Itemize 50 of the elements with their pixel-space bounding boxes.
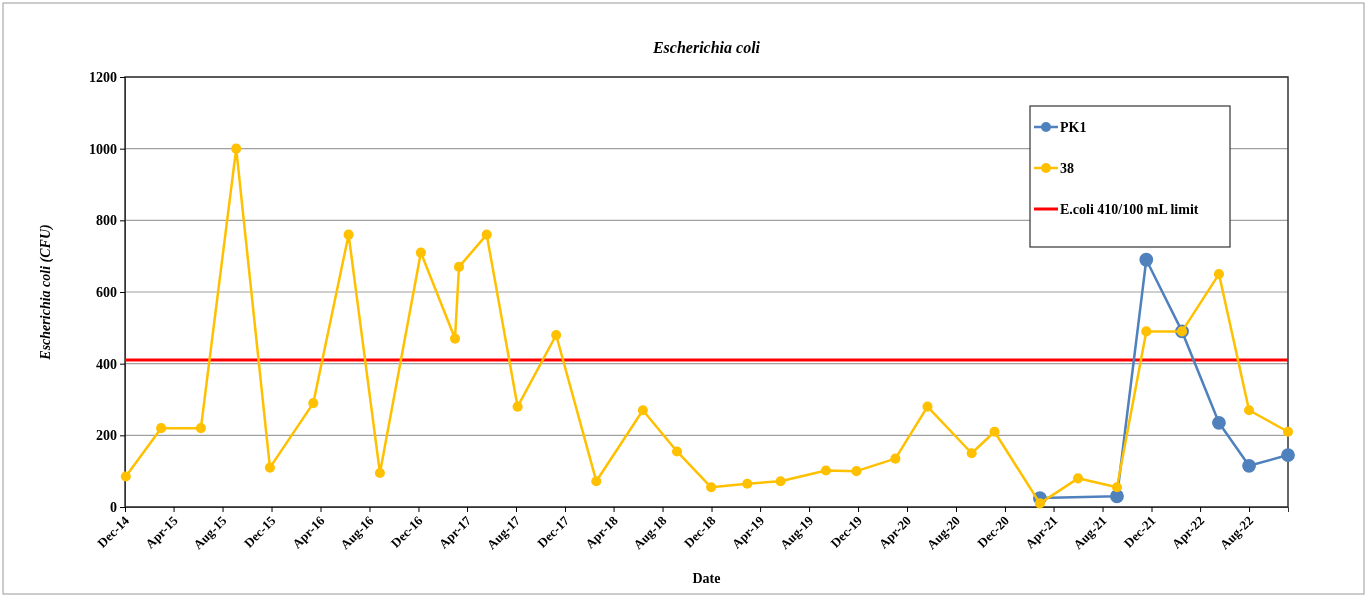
point — [481, 229, 492, 240]
legend-label: 38 — [1060, 161, 1074, 176]
y-tick-label: 200 — [96, 428, 117, 444]
point — [449, 333, 461, 344]
point — [637, 405, 648, 416]
point — [120, 471, 131, 482]
point — [851, 466, 862, 477]
point — [195, 423, 206, 434]
point — [1242, 458, 1256, 473]
point — [966, 448, 977, 459]
point — [1111, 482, 1123, 493]
point — [1244, 405, 1255, 416]
point — [1212, 415, 1226, 430]
y-tick-label: 400 — [96, 356, 117, 372]
point — [989, 426, 1000, 437]
legend-label: PK1 — [1060, 120, 1087, 135]
point — [1073, 473, 1084, 484]
point — [156, 423, 167, 434]
point — [1139, 252, 1154, 267]
y-axis-title: Escherichia coli (CFU) — [38, 224, 54, 361]
point — [1281, 448, 1295, 462]
point — [1141, 326, 1152, 337]
point — [1282, 426, 1294, 437]
point — [591, 476, 602, 487]
point — [820, 465, 831, 476]
point — [231, 143, 242, 154]
point — [706, 482, 717, 493]
point — [308, 398, 319, 409]
point — [775, 476, 786, 487]
point — [1034, 498, 1045, 509]
x-axis-title: Date — [692, 571, 721, 586]
y-tick-label: 0 — [110, 499, 117, 515]
y-tick-label: 600 — [96, 284, 117, 300]
y-tick-label: 1000 — [89, 141, 117, 157]
point — [415, 247, 426, 258]
chart-title: Escherichia coli — [651, 39, 761, 56]
point — [671, 446, 683, 457]
point — [374, 467, 385, 478]
y-tick-label: 800 — [96, 213, 117, 229]
point — [742, 478, 753, 489]
point — [512, 401, 523, 412]
point — [1213, 269, 1224, 280]
point — [551, 329, 562, 341]
point — [922, 401, 933, 412]
point — [343, 229, 354, 240]
legend-label: E.coli 410/100 mL limit — [1060, 202, 1199, 217]
point — [264, 462, 275, 473]
y-tick-label: 1200 — [89, 69, 117, 85]
point — [453, 261, 465, 272]
point — [890, 453, 901, 464]
